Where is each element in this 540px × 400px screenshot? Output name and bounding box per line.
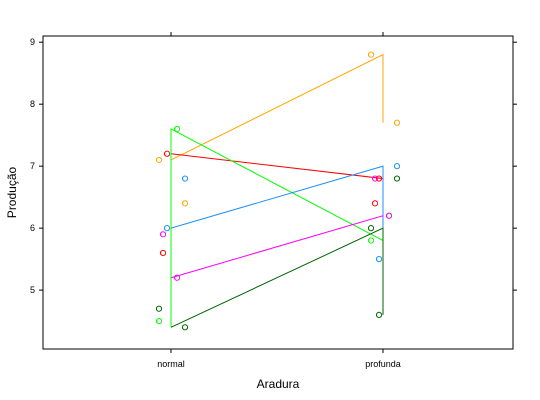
data-point	[173, 125, 181, 133]
series-line	[170, 128, 384, 328]
data-point	[367, 237, 375, 244]
series-line	[170, 53, 384, 161]
data-point	[155, 305, 163, 312]
data-point	[393, 119, 401, 126]
data-point	[181, 324, 189, 331]
data-point	[385, 212, 393, 219]
data-point	[155, 318, 163, 325]
data-point	[159, 249, 167, 257]
x-axis-title: Aradura	[257, 377, 300, 391]
series-points	[155, 51, 401, 331]
data-point	[367, 51, 375, 58]
data-point	[375, 256, 383, 263]
series-line	[170, 215, 384, 279]
data-point	[163, 225, 171, 232]
x-tick-label: profunda	[365, 359, 401, 369]
data-point	[155, 156, 163, 164]
data-point	[159, 231, 167, 238]
series-line	[170, 165, 384, 241]
series-line	[170, 153, 384, 180]
data-point	[371, 175, 379, 182]
data-point	[173, 274, 181, 281]
data-point	[181, 200, 189, 207]
data-point	[367, 225, 375, 232]
data-point	[375, 311, 383, 319]
x-axis: normal profunda	[157, 32, 401, 369]
series-lines	[170, 53, 384, 328]
plot-frame	[42, 35, 514, 350]
y-tick-label: 7	[30, 161, 35, 171]
data-point	[181, 175, 189, 182]
series-line	[170, 227, 384, 328]
y-tick-label: 9	[30, 37, 35, 47]
y-tick-label: 6	[30, 223, 35, 233]
data-point	[393, 163, 401, 170]
data-point	[375, 175, 383, 182]
y-axis-title: Produção	[5, 166, 19, 218]
y-tick-label: 5	[30, 285, 35, 295]
y-tick-label: 8	[30, 99, 35, 109]
data-point	[163, 150, 171, 157]
data-point	[371, 200, 379, 207]
y-axis: 5 6 7 8 9	[30, 37, 517, 295]
x-tick-label: normal	[157, 359, 185, 369]
data-point	[393, 175, 401, 182]
